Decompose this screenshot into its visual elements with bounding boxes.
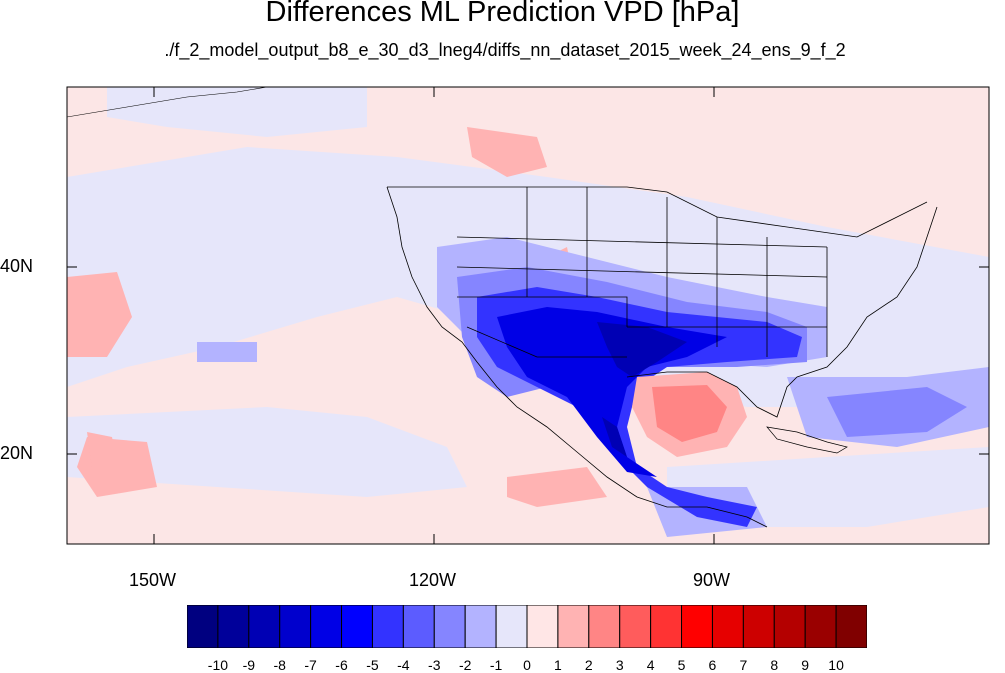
colorbar-tick-label: -6 (335, 657, 348, 673)
colorbar-tick-label: -5 (366, 657, 379, 673)
colorbar-tick-label: 6 (708, 657, 717, 673)
colorbar-swatch (402, 605, 435, 648)
colorbar-swatch (526, 605, 559, 648)
colorbar-swatch (742, 605, 775, 648)
colorbar-tick-label: 3 (615, 657, 624, 673)
colorbar-swatch (588, 605, 621, 648)
colorbar-swatch (341, 605, 373, 648)
colorbar-tick-label: -9 (242, 657, 256, 673)
colorbar-tick-label: -8 (273, 657, 286, 673)
colorbar-tick-label: 2 (584, 657, 593, 673)
colorbar-tick-label: 9 (801, 657, 810, 673)
colorbar-swatch (835, 605, 867, 648)
map-plot-area (67, 87, 989, 544)
colorbar-swatch (495, 605, 528, 648)
colorbar-tick-label: 5 (677, 657, 686, 673)
colorbar-swatch (681, 605, 713, 648)
chart-subtitle: ./f_2_model_output_b8_e_30_d3_lneg4/diff… (164, 40, 846, 60)
colorbar-swatch (371, 605, 404, 648)
chart-title: Differences ML Prediction VPD [hPa] (265, 0, 740, 28)
colorbar-tick-label: 10 (828, 657, 844, 673)
colorbar-tick-label: -1 (489, 657, 503, 673)
colorbar-tick-label: -4 (397, 657, 410, 673)
colorbar-tick-label: 4 (646, 657, 655, 673)
colorbar-swatch (619, 605, 652, 648)
lon-label-90w: 90W (693, 570, 731, 590)
colorbar-swatch (187, 605, 219, 648)
colorbar-swatch (248, 605, 281, 648)
colorbar-swatch (217, 605, 250, 648)
colorbar-swatch (433, 605, 466, 648)
colorbar-tick-label: -3 (428, 657, 441, 673)
lon-label-150w: 150W (129, 570, 177, 590)
colorbar-swatch (711, 605, 744, 648)
colorbar-swatch (464, 605, 497, 648)
lon-label-120w: 120W (409, 570, 457, 590)
lat-label-20n: 20N (0, 443, 34, 463)
colorbar-tick-label: 8 (770, 657, 779, 673)
colorbar-tick-label: 7 (739, 657, 748, 673)
colorbar-swatch (310, 605, 343, 648)
vpd-difference-field (67, 87, 989, 537)
colorbar-swatch (804, 605, 837, 648)
colorbar-swatch (279, 605, 312, 648)
colorbar (187, 605, 867, 648)
colorbar-swatch (650, 605, 683, 648)
colorbar-tick-label: 0 (523, 657, 531, 673)
colorbar-swatch (557, 605, 590, 648)
colorbar-tick-label: -7 (304, 657, 317, 673)
colorbar-swatch (773, 605, 806, 648)
lat-label-40n: 40N (0, 256, 34, 276)
colorbar-tick-label: -2 (458, 657, 472, 673)
colorbar-tick-label: -10 (207, 657, 229, 673)
colorbar-tick-label: 1 (554, 657, 562, 673)
